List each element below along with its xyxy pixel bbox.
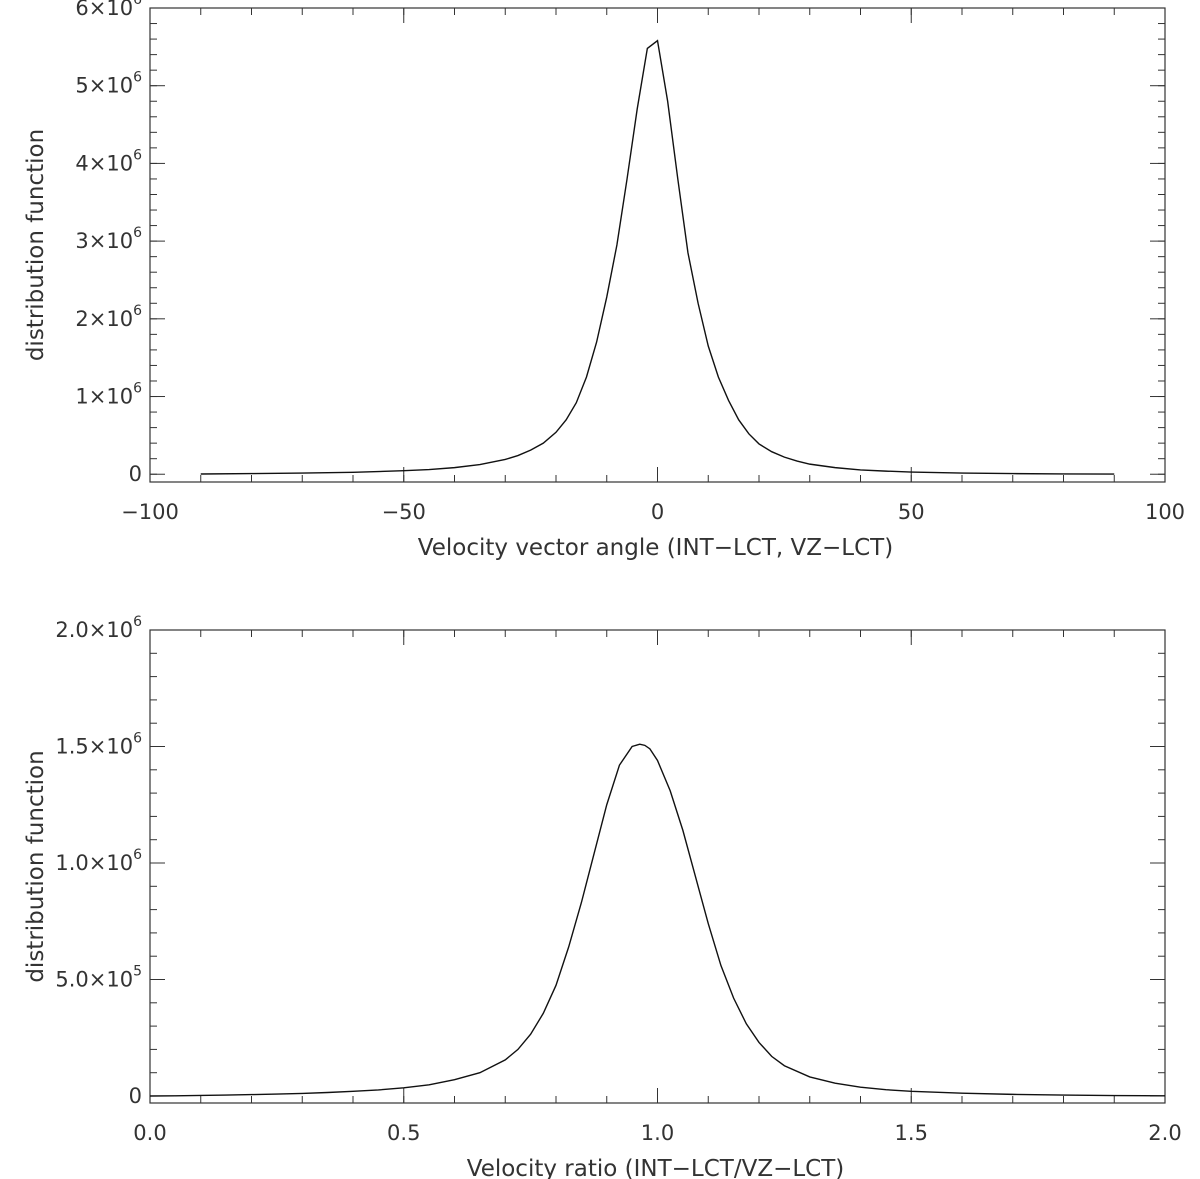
x-tick-label: 50 [898, 500, 925, 524]
y-tick-label: 0 [129, 1084, 142, 1108]
x-tick-label: 1.0 [641, 1121, 674, 1145]
y-tick-label: 5×106 [75, 70, 142, 98]
chart-panel-angle: −100 −50 0 50 100 0 1×106 2×106 3×106 4×106 5×106 6… [23, 0, 1185, 561]
y-tick-label: 2.0×106 [55, 614, 142, 642]
y-tick-label: 1×106 [75, 381, 142, 409]
x-tick-label: 2.0 [1148, 1121, 1181, 1145]
x-tick-label: 0 [651, 500, 664, 524]
x-tick-label: −50 [382, 500, 426, 524]
series-line [200, 39, 1115, 475]
x-tick-label: −100 [121, 500, 179, 524]
x-axis-title: Velocity ratio (INT−LCT/VZ−LCT) [467, 1156, 845, 1179]
chart-panel-ratio: 0.0 0.5 1.0 1.5 2.0 0 5.0×105 1.0×106 1.5×106 2.0… [23, 614, 1182, 1179]
plot-frame [149, 629, 1166, 1104]
x-tick-label: 0.5 [387, 1121, 420, 1145]
x-tick-label: 1.5 [895, 1121, 928, 1145]
y-axis-title: distribution function [23, 129, 49, 361]
y-tick-label: 3×106 [75, 225, 142, 253]
series-line [149, 743, 1166, 1097]
x-axis-title: Velocity vector angle (INT−LCT, VZ−LCT) [418, 535, 893, 561]
y-tick-label: 6×106 [75, 0, 142, 20]
y-tick-label: 2×106 [75, 303, 142, 331]
x-tick-label: 100 [1145, 500, 1185, 524]
y-tick-label: 5.0×105 [55, 964, 142, 992]
y-tick-label: 1.5×106 [55, 731, 142, 759]
y-tick-label: 4×106 [75, 147, 142, 175]
y-tick-label: 0 [129, 462, 142, 486]
y-axis-title: distribution function [23, 750, 49, 982]
y-tick-label: 1.0×106 [55, 847, 142, 875]
plot-frame [149, 7, 1166, 483]
x-tick-label: 0.0 [133, 1121, 166, 1145]
